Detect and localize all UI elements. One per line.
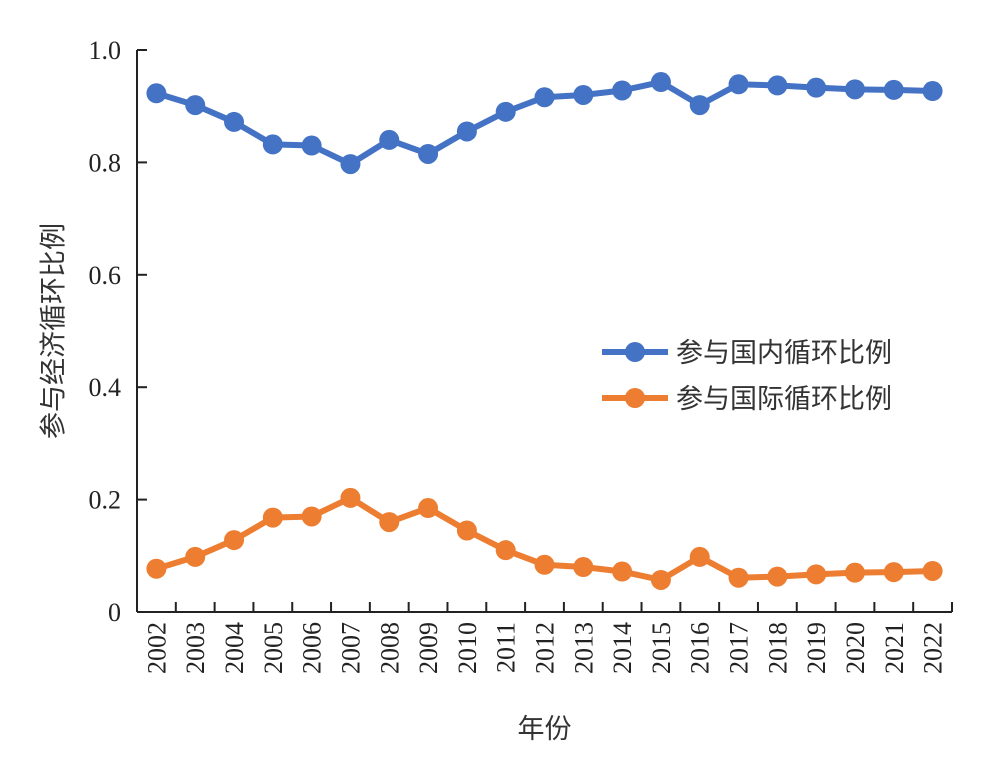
x-tick-label: 2012 [531, 622, 560, 674]
data-point [689, 546, 710, 567]
y-tick-label: 1.0 [89, 36, 122, 65]
data-point [379, 129, 400, 150]
data-point [806, 564, 827, 585]
x-tick-label: 2013 [569, 622, 598, 674]
data-point [301, 506, 322, 527]
data-point [418, 143, 439, 164]
x-ticks: 2002 2003 2004 2005 2006 2007 2008 2009 2010 2011… [136, 602, 953, 674]
data-point [767, 75, 788, 96]
data-point [340, 487, 361, 508]
x-tick-label: 2014 [608, 622, 637, 674]
data-point [922, 81, 943, 102]
data-point [456, 121, 477, 142]
x-tick-label: 2022 [919, 622, 948, 674]
y-tick-label: 0 [108, 598, 121, 627]
data-point [806, 77, 827, 98]
data-point [495, 540, 516, 561]
x-tick-label: 2002 [142, 622, 171, 674]
x-tick-label: 2007 [336, 622, 365, 674]
data-point [689, 95, 710, 116]
data-point [883, 79, 904, 100]
data-point [379, 512, 400, 533]
legend-label: 参与国际循环比例 [676, 384, 892, 415]
data-point [883, 562, 904, 583]
data-point [844, 79, 865, 100]
x-axis-title: 年份 [518, 714, 572, 745]
data-point [844, 562, 865, 583]
data-point [418, 498, 439, 519]
data-point [534, 87, 555, 108]
data-point [262, 507, 283, 528]
data-point [495, 101, 516, 122]
x-tick-label: 2008 [375, 622, 404, 674]
y-tick-label: 0.2 [89, 486, 122, 515]
x-tick-label: 2017 [725, 622, 754, 674]
data-point [922, 560, 943, 581]
data-point [534, 554, 555, 575]
y-tick-label: 0.8 [89, 148, 122, 177]
legend-label: 参与国内循环比例 [676, 338, 892, 369]
series-2 [146, 487, 943, 590]
legend-item: 参与国内循环比例 [602, 338, 892, 369]
data-point [612, 80, 633, 101]
x-tick-label: 2011 [492, 622, 521, 673]
x-tick-label: 2005 [259, 622, 288, 674]
data-point [146, 83, 167, 104]
x-tick-label: 2003 [181, 622, 210, 674]
data-point [650, 569, 671, 590]
data-point [262, 134, 283, 155]
y-tick-label: 0.4 [89, 373, 122, 402]
x-tick-label: 2010 [453, 622, 482, 674]
x-tick-label: 2015 [647, 622, 676, 674]
data-point [767, 566, 788, 587]
data-point [185, 546, 206, 567]
data-point [456, 520, 477, 541]
series-layer [146, 72, 943, 590]
data-point [650, 72, 671, 93]
data-point [224, 530, 245, 551]
series-1 [146, 72, 943, 175]
data-point [146, 558, 167, 579]
x-tick-label: 2019 [802, 622, 831, 674]
legend-item: 参与国际循环比例 [602, 384, 892, 415]
data-point [612, 561, 633, 582]
x-tick-label: 2016 [686, 622, 715, 674]
data-point [224, 111, 245, 132]
axes [136, 50, 952, 613]
data-point [340, 154, 361, 175]
data-point [185, 95, 206, 116]
x-tick-label: 2018 [763, 622, 792, 674]
data-point [728, 567, 749, 588]
legend-swatch-marker [625, 388, 645, 408]
x-tick-label: 2021 [880, 622, 909, 674]
x-tick-label: 2004 [220, 622, 249, 674]
y-ticks: 0 0.2 0.4 0.6 0.8 1.0 [89, 36, 147, 627]
x-tick-label: 2009 [414, 622, 443, 674]
data-point [728, 74, 749, 95]
legend-swatch-marker [625, 342, 645, 362]
data-point [573, 557, 594, 578]
y-tick-label: 0.6 [89, 261, 122, 290]
data-point [301, 135, 322, 156]
x-tick-label: 2020 [841, 622, 870, 674]
y-axis-title: 参与经济循环比例 [39, 223, 70, 439]
x-tick-label: 2006 [298, 622, 327, 674]
data-point [573, 84, 594, 105]
